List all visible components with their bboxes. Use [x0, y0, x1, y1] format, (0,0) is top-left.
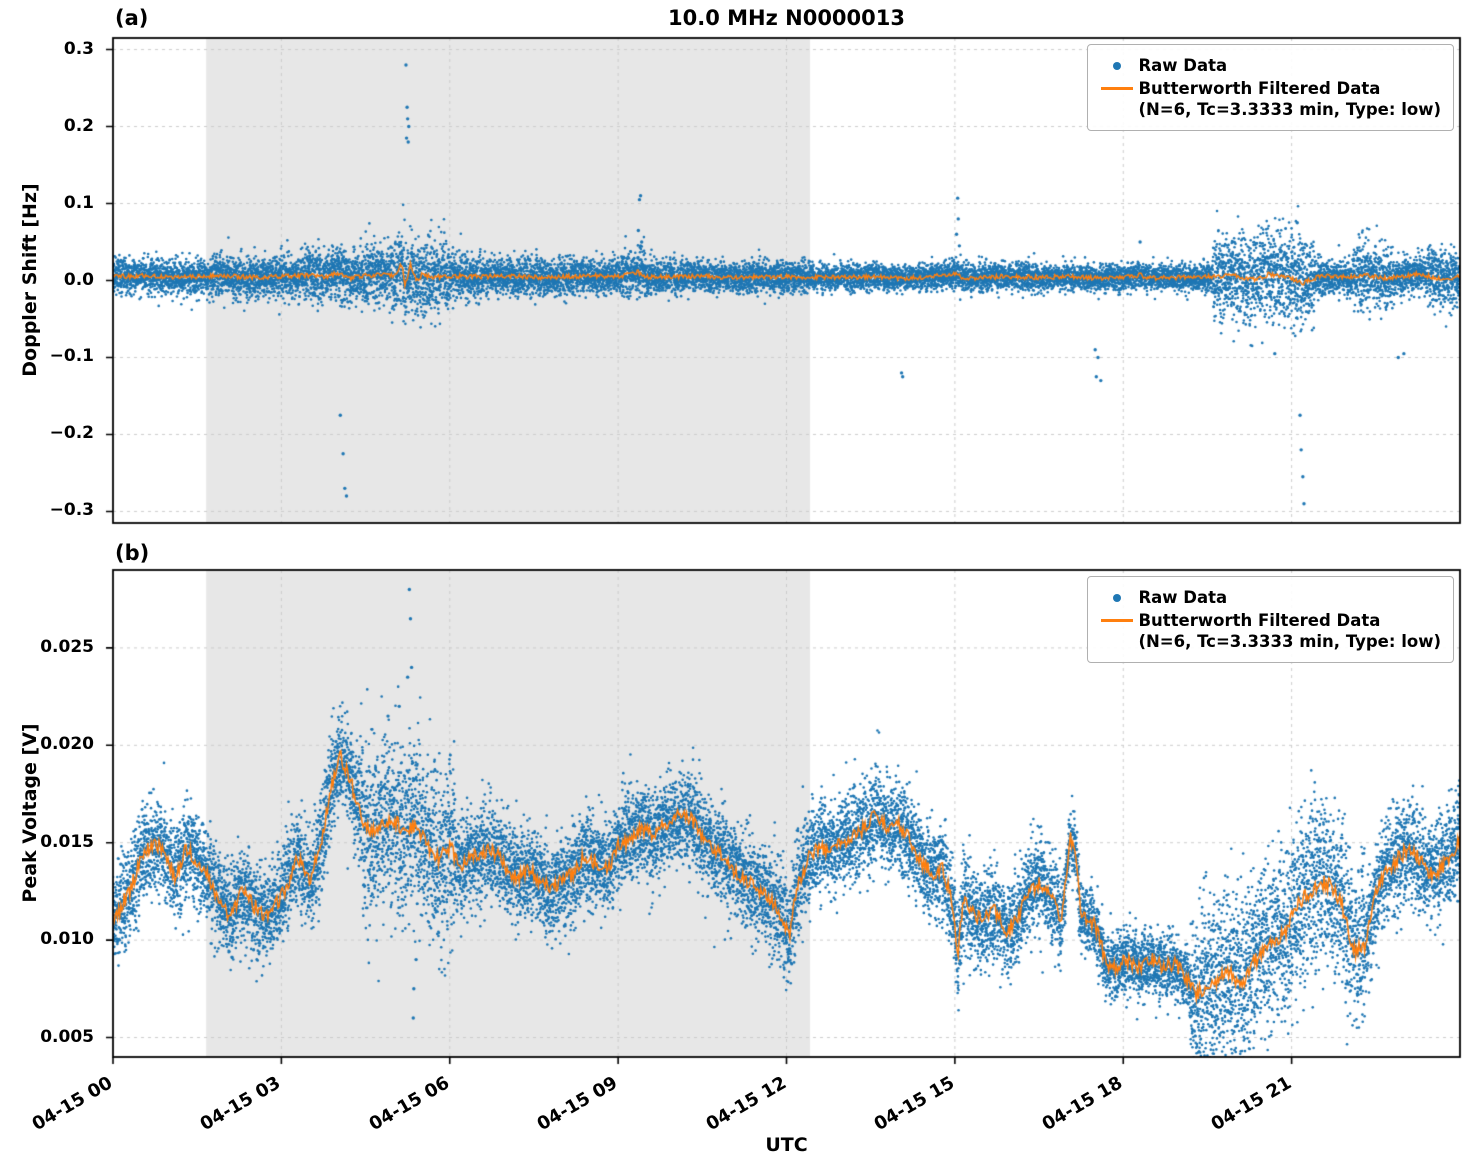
x-axis-label: UTC	[765, 1134, 808, 1156]
filtered-line-icon	[1096, 78, 1138, 99]
legend-filtered-label: Butterworth Filtered Data (N=6, Tc=3.333…	[1138, 610, 1441, 652]
legend-item-raw: Raw Data	[1096, 55, 1441, 76]
filtered-line-icon	[1096, 610, 1138, 631]
legend-raw-label: Raw Data	[1138, 588, 1228, 607]
raw-data-dot-icon	[1096, 55, 1138, 76]
panel-b-label: (b)	[115, 541, 150, 565]
filtered-line-marker	[1101, 87, 1134, 90]
legend-b: Raw Data Butterworth Filtered Data (N=6,…	[1087, 576, 1454, 664]
legend-item-raw: Raw Data	[1096, 587, 1441, 608]
legend-filtered-label-line1: Butterworth Filtered Data	[1138, 611, 1381, 631]
panel-a-label: (a)	[115, 6, 149, 30]
chart-title: 10.0 MHz N0000013	[668, 6, 905, 30]
raw-data-marker	[1113, 593, 1122, 602]
y-axis-label-voltage: Peak Voltage [V]	[19, 723, 41, 903]
legend-filtered-label: Butterworth Filtered Data (N=6, Tc=3.333…	[1138, 78, 1441, 120]
filtered-line-marker	[1101, 619, 1134, 622]
legend-filtered-label-line2: (N=6, Tc=3.3333 min, Type: low)	[1138, 632, 1441, 652]
raw-data-dot-icon	[1096, 587, 1138, 608]
raw-data-marker	[1113, 61, 1122, 70]
legend-item-filtered: Butterworth Filtered Data (N=6, Tc=3.333…	[1096, 610, 1441, 652]
legend-filtered-label-line1: Butterworth Filtered Data	[1138, 79, 1381, 99]
legend-item-filtered: Butterworth Filtered Data (N=6, Tc=3.333…	[1096, 78, 1441, 120]
legend-filtered-label-line2: (N=6, Tc=3.3333 min, Type: low)	[1138, 100, 1441, 120]
legend-a: Raw Data Butterworth Filtered Data (N=6,…	[1087, 44, 1454, 132]
y-axis-label-doppler: Doppler Shift [Hz]	[19, 183, 41, 377]
legend-raw-label: Raw Data	[1138, 56, 1228, 75]
